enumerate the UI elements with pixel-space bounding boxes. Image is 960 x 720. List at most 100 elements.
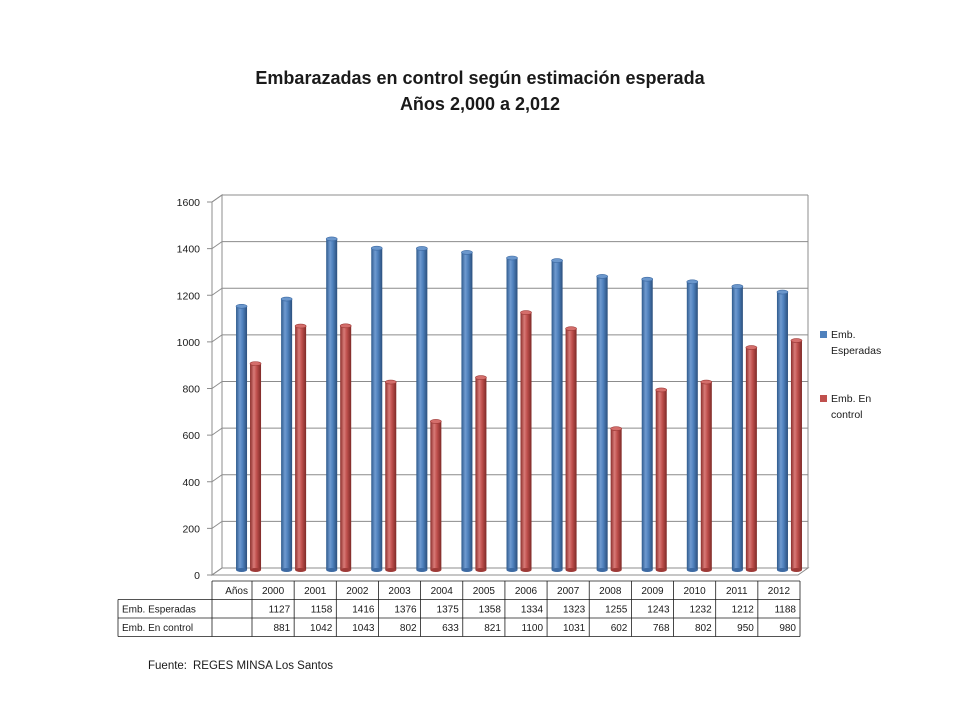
bar-top bbox=[520, 310, 532, 315]
bar-base bbox=[596, 568, 608, 572]
bar-body bbox=[610, 428, 622, 570]
bar-esperadas bbox=[686, 279, 699, 572]
bar-body bbox=[790, 340, 802, 570]
bar-base bbox=[565, 568, 577, 572]
y-tick-label: 1000 bbox=[177, 337, 201, 349]
bar-en-control bbox=[700, 379, 713, 572]
table-category-label: 2000 bbox=[262, 586, 285, 597]
y-tick-label: 1600 bbox=[177, 197, 201, 209]
legend-label: control bbox=[831, 409, 863, 421]
y-tick-label: 1200 bbox=[177, 290, 201, 302]
bar-body bbox=[416, 248, 428, 570]
bar-esperadas bbox=[551, 258, 563, 572]
bar-top bbox=[610, 426, 622, 431]
table-cell-value: 1376 bbox=[394, 605, 417, 616]
legend-label: Emb. En bbox=[831, 393, 871, 405]
bar-base bbox=[295, 568, 307, 572]
table-cell-value: 980 bbox=[779, 623, 796, 634]
table-cell-value: 881 bbox=[273, 623, 290, 634]
table-category-label: 2012 bbox=[768, 586, 791, 597]
bar-esperadas bbox=[280, 296, 293, 572]
bar-top bbox=[325, 236, 338, 242]
table-cell-value: 1334 bbox=[521, 605, 544, 616]
bar-body bbox=[745, 347, 757, 570]
table-cell-value: 633 bbox=[442, 623, 459, 634]
gridline-side bbox=[211, 427, 223, 436]
bar-top bbox=[339, 323, 352, 329]
bar-base bbox=[340, 568, 352, 572]
bar-body bbox=[506, 258, 518, 570]
bar-top bbox=[384, 379, 397, 385]
bar-base bbox=[385, 568, 397, 572]
chart-bars bbox=[235, 236, 803, 572]
table-cell-value: 1358 bbox=[479, 605, 502, 616]
bar-esperadas bbox=[416, 246, 428, 572]
y-tick-label: 200 bbox=[182, 523, 200, 535]
bar-en-control bbox=[790, 338, 803, 572]
chart-title-line2: Años 2,000 a 2,012 bbox=[399, 94, 561, 114]
bar-base bbox=[610, 568, 622, 572]
bar-top bbox=[686, 279, 699, 285]
bar-en-control bbox=[610, 426, 622, 572]
bar-body bbox=[551, 260, 563, 570]
table-cell-value: 1416 bbox=[352, 605, 375, 616]
table-category-label: 2003 bbox=[388, 586, 411, 597]
bar-en-control bbox=[520, 310, 532, 572]
table-category-label: 2008 bbox=[599, 586, 622, 597]
table-cell-value: 768 bbox=[653, 623, 670, 634]
bar-body bbox=[596, 276, 608, 570]
bar-body bbox=[655, 389, 667, 570]
bar-top bbox=[776, 289, 789, 295]
y-tick-label: 600 bbox=[182, 430, 200, 442]
table-category-label: 2011 bbox=[726, 586, 748, 597]
bar-en-control bbox=[565, 326, 577, 572]
source-label: Fuente: bbox=[148, 660, 187, 672]
bar-top bbox=[745, 345, 758, 350]
legend-swatch bbox=[820, 395, 827, 402]
table-category-label: 2009 bbox=[641, 586, 664, 597]
bar-en-control bbox=[249, 361, 262, 572]
table-cell-value: 1043 bbox=[352, 623, 375, 634]
bar-base bbox=[655, 568, 667, 572]
bar-body bbox=[461, 252, 473, 570]
gridline-side bbox=[211, 381, 223, 389]
gridline-side bbox=[211, 474, 223, 483]
table-category-label: 2005 bbox=[473, 586, 496, 597]
bar-base bbox=[745, 568, 757, 572]
table-category-label: 2006 bbox=[515, 586, 538, 597]
bar-body bbox=[385, 382, 397, 570]
source-text: REGES MINSA Los Santos bbox=[193, 660, 333, 672]
bar-base bbox=[416, 568, 428, 572]
gridline-side bbox=[211, 520, 223, 529]
y-tick-label: 0 bbox=[194, 570, 200, 582]
gridline-side bbox=[211, 334, 223, 343]
bar-top bbox=[551, 258, 563, 263]
y-tick-label: 400 bbox=[182, 477, 200, 489]
bar-top bbox=[430, 419, 442, 424]
bar-base bbox=[461, 568, 473, 572]
table-cell-value: 602 bbox=[611, 623, 628, 634]
bar-base bbox=[686, 568, 698, 572]
table-category-label: 2007 bbox=[557, 586, 580, 597]
table-cell-value: 1100 bbox=[522, 623, 544, 634]
legend-label: Esperadas bbox=[831, 345, 881, 357]
bar-body bbox=[641, 279, 653, 570]
bar-top bbox=[565, 326, 577, 331]
chart-axes: 0 200 400 600 800 1000 1200 1400 1600 bbox=[177, 194, 810, 582]
legend-label: Emb. bbox=[831, 329, 856, 341]
table-cell-value: 1243 bbox=[647, 605, 670, 616]
bar-esperadas bbox=[370, 245, 383, 572]
bar-esperadas bbox=[325, 236, 338, 572]
bar-base bbox=[641, 568, 653, 572]
bar-base bbox=[731, 568, 743, 572]
bar-top bbox=[700, 379, 713, 385]
bar-top bbox=[294, 323, 307, 329]
gridline-side bbox=[211, 194, 223, 203]
bar-top bbox=[655, 387, 668, 393]
bar-top bbox=[461, 250, 473, 255]
table-category-label: 2002 bbox=[346, 586, 369, 597]
bar-en-control bbox=[655, 387, 668, 572]
legend: Emb. Esperadas Emb. En control bbox=[820, 329, 881, 421]
data-table: Años 2000 2001 2002 2003 2004 2005 2006 2007 2008… bbox=[117, 580, 801, 637]
